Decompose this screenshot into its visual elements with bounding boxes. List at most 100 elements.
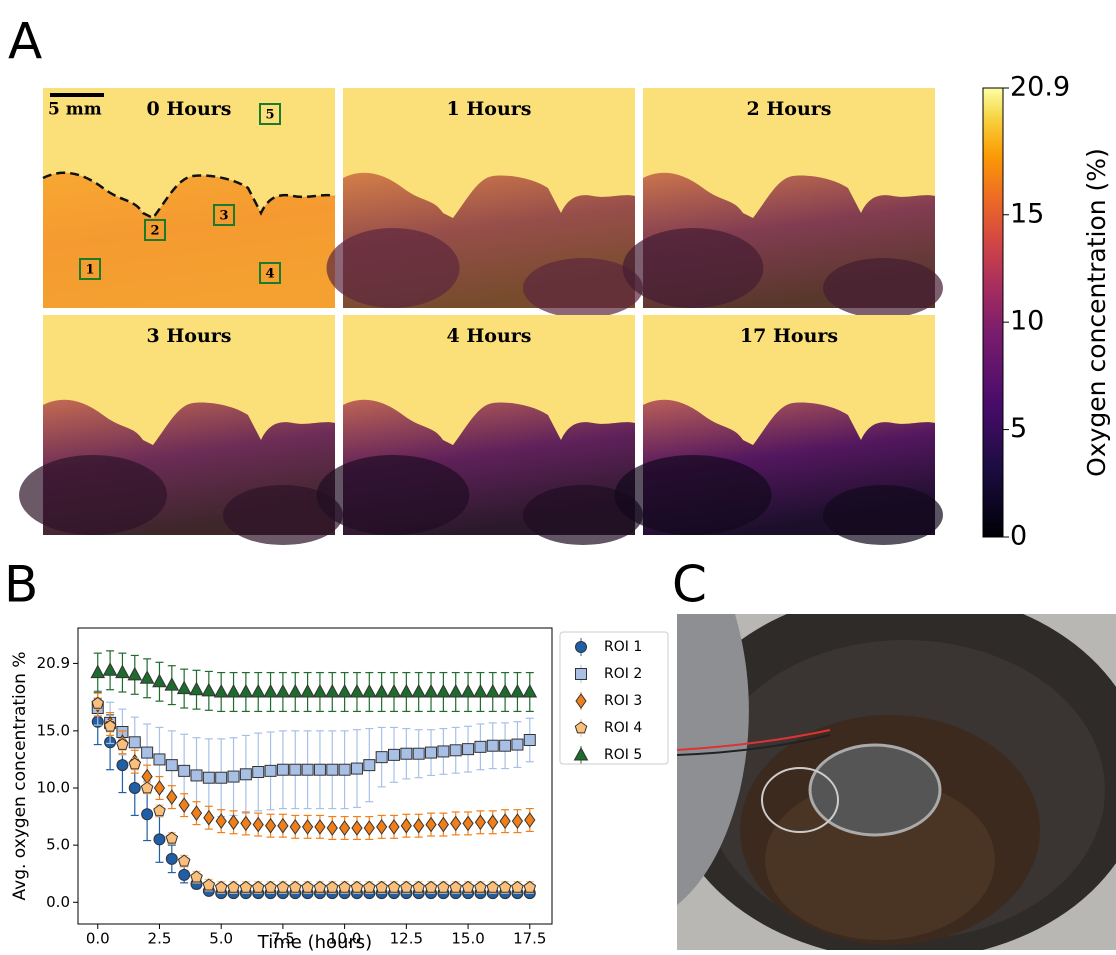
marker [266,819,276,833]
marker [216,772,227,783]
marker [215,685,228,697]
marker [253,818,263,832]
series [92,691,535,817]
colorbar-tick-label: 10 [1010,306,1044,337]
marker [227,685,240,697]
heatmap-region [327,228,460,308]
panel-title: 4 Hours [447,325,532,347]
heatmap: 2 Hours [623,88,943,318]
marker [315,820,325,834]
marker [426,747,437,758]
marker [377,820,387,834]
marker [190,683,203,695]
marker [203,772,214,783]
marker [289,685,302,697]
marker [450,745,461,756]
marker [425,881,436,892]
legend-marker [576,642,587,653]
marker [450,881,461,892]
y-tick-label: 0.0 [46,893,70,911]
marker [142,747,153,758]
marker [400,685,413,697]
figure: A B C 0 Hours1 Hours2 Hours3 Hours4 Hour… [0,0,1116,955]
y-tick-label: 15.0 [37,721,70,739]
x-tick-label: 15.0 [451,930,484,948]
marker [290,764,301,775]
marker [487,740,498,751]
marker [239,685,252,697]
heatmap-panels: 0 Hours1 Hours2 Hours3 Hours4 Hours17 Ho… [19,72,1111,552]
marker [154,805,165,816]
marker [290,820,300,834]
marker [203,879,214,890]
marker [253,767,264,778]
marker [413,748,424,759]
marker [202,684,215,696]
marker [314,764,325,775]
marker [401,748,412,759]
marker [154,754,165,765]
marker [301,685,314,697]
marker [327,881,338,892]
y-tick-label: 10.0 [37,779,70,797]
marker [425,685,438,697]
legend-marker [575,722,586,733]
photo [665,590,1116,955]
marker [486,685,499,697]
marker [438,746,449,757]
marker [192,806,202,820]
marker [241,816,251,830]
marker [303,820,313,834]
marker [339,764,350,775]
heatmap: 1 Hours [327,88,644,318]
x-tick-label: 17.5 [513,930,546,948]
heatmap: 3 Hours [19,315,343,545]
marker [153,675,166,687]
series [91,651,536,712]
marker [525,813,535,827]
marker [488,815,498,829]
marker [511,685,524,697]
marker [338,685,351,697]
marker [228,771,239,782]
marker [463,744,474,755]
marker [191,871,202,882]
marker [141,782,152,793]
marker [166,760,177,771]
series [92,699,535,899]
legend-marker [576,694,586,708]
x-tick-label: 2.5 [148,930,172,948]
marker [499,685,512,697]
marker [388,881,399,892]
marker [327,821,337,835]
heatmap-region [19,455,167,535]
legend-marker [575,748,588,760]
roi-label: 2 [150,224,159,239]
marker [167,790,177,804]
colorbar-tick-label: 20.9 [1010,72,1070,103]
legend-marker [576,669,587,680]
marker [376,752,387,763]
marker [91,666,104,678]
colorbar-label: Oxygen concentration (%) [1082,148,1111,477]
marker [351,763,362,774]
marker [327,764,338,775]
marker [276,685,289,697]
marker [462,685,475,697]
marker [500,814,510,828]
marker [500,740,511,751]
marker [314,881,325,892]
roi-label: 4 [265,267,274,282]
marker [412,685,425,697]
marker [129,737,140,748]
panel-label: B [4,556,38,614]
marker [375,685,388,697]
marker [204,811,214,825]
marker [128,668,141,680]
marker [463,816,473,830]
panel-title: 1 Hours [447,98,532,120]
marker [340,821,350,835]
marker [438,818,448,832]
roi-label: 3 [219,209,228,224]
marker [178,855,189,866]
